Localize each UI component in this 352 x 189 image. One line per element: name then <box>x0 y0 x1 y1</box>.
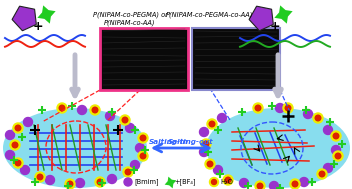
Circle shape <box>138 133 148 143</box>
Ellipse shape <box>206 108 350 188</box>
FancyBboxPatch shape <box>100 28 188 90</box>
Circle shape <box>209 121 215 127</box>
Circle shape <box>203 141 209 147</box>
Text: [Bmim]: [Bmim] <box>134 179 159 185</box>
Circle shape <box>290 179 300 189</box>
Text: H₂O: H₂O <box>220 179 233 185</box>
Ellipse shape <box>3 108 147 188</box>
Circle shape <box>333 151 343 161</box>
Text: +[BF₄]: +[BF₄] <box>174 179 195 185</box>
Circle shape <box>209 177 219 187</box>
Circle shape <box>20 166 30 174</box>
Circle shape <box>212 180 216 184</box>
Text: +: + <box>270 19 280 33</box>
Circle shape <box>75 178 84 187</box>
Circle shape <box>90 105 100 115</box>
Circle shape <box>124 178 132 186</box>
Circle shape <box>323 163 333 173</box>
Circle shape <box>67 181 73 187</box>
Circle shape <box>35 172 45 182</box>
Circle shape <box>107 174 117 184</box>
Circle shape <box>270 181 278 189</box>
Text: +: + <box>33 19 43 33</box>
Circle shape <box>333 133 339 139</box>
Text: Salting-out: Salting-out <box>168 139 214 145</box>
Circle shape <box>315 115 321 121</box>
Circle shape <box>13 158 23 168</box>
Circle shape <box>319 171 325 177</box>
Circle shape <box>59 105 65 111</box>
Circle shape <box>37 174 43 180</box>
Circle shape <box>218 114 226 122</box>
Circle shape <box>10 140 20 150</box>
Circle shape <box>138 151 148 161</box>
Circle shape <box>257 183 263 189</box>
Circle shape <box>331 131 341 141</box>
Circle shape <box>106 112 114 121</box>
Circle shape <box>332 146 340 154</box>
Circle shape <box>136 143 145 153</box>
FancyBboxPatch shape <box>192 28 280 90</box>
Circle shape <box>24 118 32 126</box>
Circle shape <box>13 123 23 133</box>
Circle shape <box>303 109 313 119</box>
Circle shape <box>200 147 208 156</box>
Circle shape <box>92 107 98 113</box>
Circle shape <box>45 176 55 184</box>
Circle shape <box>122 117 128 123</box>
Text: P(NIPAM-co-PEGMA-co-AA): P(NIPAM-co-PEGMA-co-AA) <box>166 12 254 19</box>
Circle shape <box>300 177 308 187</box>
Circle shape <box>77 105 87 115</box>
Circle shape <box>239 178 249 187</box>
Circle shape <box>255 181 265 189</box>
Circle shape <box>95 177 105 187</box>
Circle shape <box>97 179 103 185</box>
Circle shape <box>65 179 75 189</box>
Circle shape <box>200 128 208 136</box>
Circle shape <box>12 142 18 148</box>
Circle shape <box>6 150 14 160</box>
Circle shape <box>276 104 284 112</box>
Circle shape <box>283 103 293 113</box>
Circle shape <box>201 139 211 149</box>
Circle shape <box>292 181 298 187</box>
Circle shape <box>225 177 231 183</box>
Circle shape <box>140 153 146 159</box>
Circle shape <box>285 105 291 111</box>
Circle shape <box>120 115 130 125</box>
Circle shape <box>205 159 215 169</box>
Circle shape <box>125 169 131 175</box>
Circle shape <box>253 103 263 113</box>
Circle shape <box>140 135 146 141</box>
Circle shape <box>126 123 134 132</box>
Circle shape <box>131 160 139 170</box>
Circle shape <box>313 113 323 123</box>
Text: Salting-in: Salting-in <box>149 139 189 145</box>
Circle shape <box>214 166 222 174</box>
Circle shape <box>123 167 133 177</box>
Circle shape <box>57 103 67 113</box>
Circle shape <box>6 130 14 139</box>
Circle shape <box>255 105 261 111</box>
Circle shape <box>207 161 213 167</box>
Circle shape <box>207 119 217 129</box>
Circle shape <box>323 125 333 135</box>
Circle shape <box>223 175 233 185</box>
Circle shape <box>317 169 327 179</box>
Circle shape <box>15 160 21 166</box>
Text: P(NIPAM-co-PEGMA) or
P(NIPAM-co-AA): P(NIPAM-co-PEGMA) or P(NIPAM-co-AA) <box>93 12 168 26</box>
Circle shape <box>15 125 21 131</box>
Circle shape <box>335 153 341 159</box>
